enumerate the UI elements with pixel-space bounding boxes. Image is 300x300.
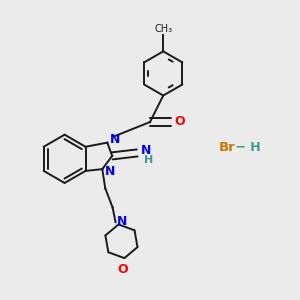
Text: N: N (110, 133, 121, 146)
Text: − H: − H (231, 141, 261, 154)
Text: Br: Br (219, 141, 236, 154)
Text: O: O (175, 115, 185, 128)
Text: N: N (117, 215, 128, 228)
Text: N: N (141, 144, 151, 157)
Text: N: N (105, 165, 116, 178)
Text: O: O (118, 263, 128, 276)
Text: CH₃: CH₃ (155, 24, 173, 34)
Text: H: H (144, 155, 153, 165)
